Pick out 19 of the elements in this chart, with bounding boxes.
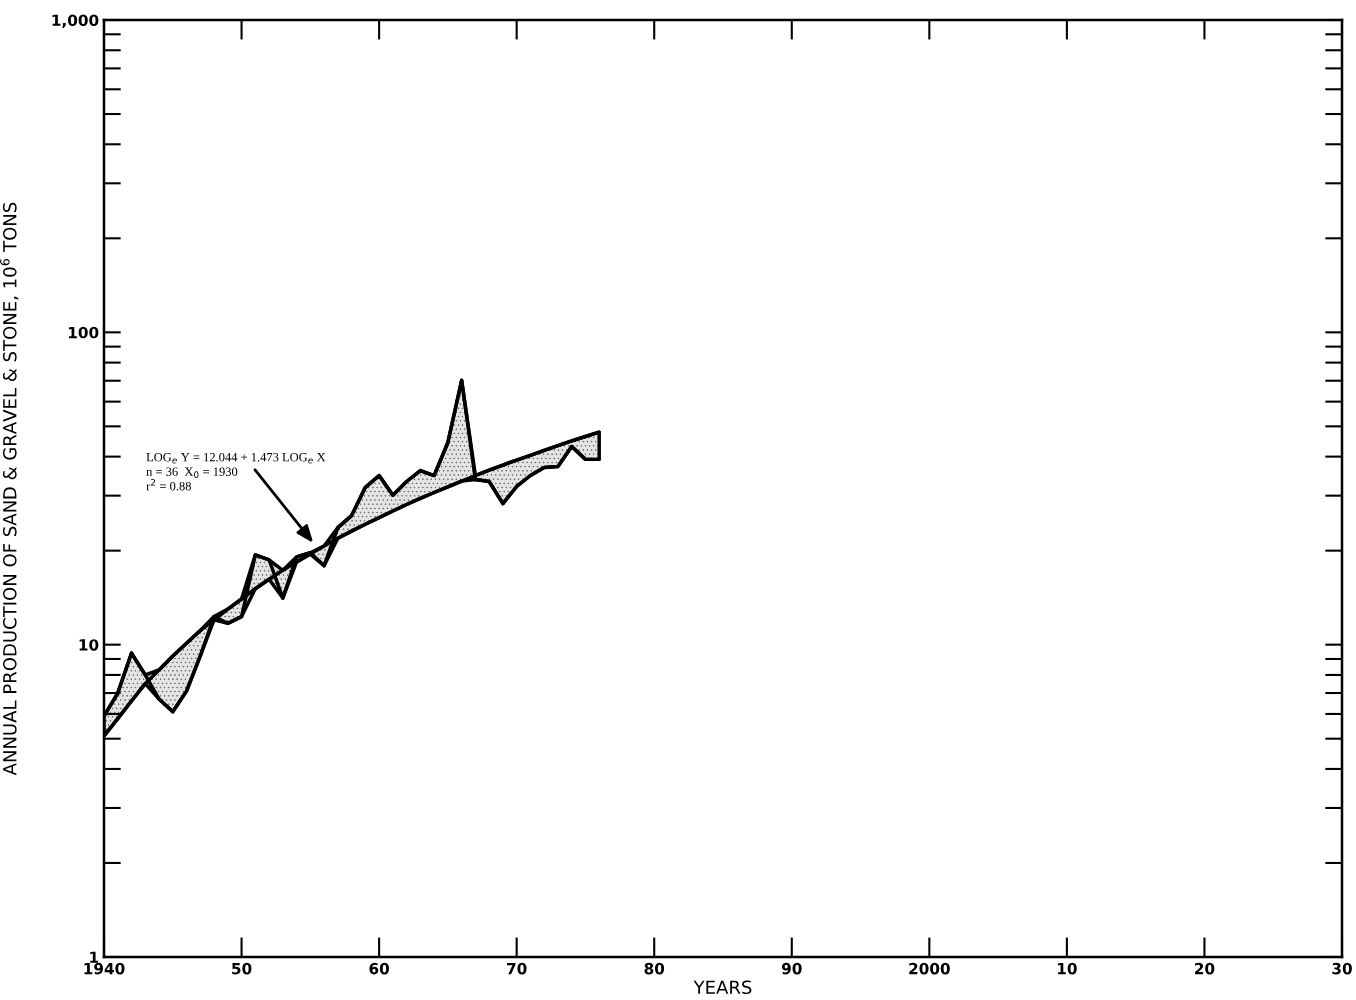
x-tick-label: 50 [232, 962, 252, 975]
x-tick-label: 60 [369, 962, 390, 975]
y-tick-label: 100 [68, 326, 99, 339]
annotation: LOG$_{e}$ Y = 12.044 + 1.473 LOG$_{e}$ X [146, 452, 326, 464]
x-tick-label: 20 [1195, 962, 1215, 975]
x-axis-title: YEARS [693, 980, 752, 995]
annotation: n = 36 X$_{0}$ = 1930 [146, 467, 238, 478]
x-tick-label: 10 [1057, 962, 1077, 975]
annotation: r$^{2}$ = 0.88 [146, 479, 191, 491]
x-tick-label: 80 [644, 962, 665, 975]
y-tick-label: 1,000 [52, 14, 99, 28]
x-tick-label: 1940 [84, 962, 125, 975]
y-tick-label: 10 [79, 639, 99, 651]
x-tick-label: 90 [781, 962, 802, 975]
x-tick-label: 30 [1332, 962, 1352, 975]
x-tick-label: 70 [507, 962, 527, 975]
x-tick-label: 2000 [909, 962, 950, 975]
y-tick-label: 1 [90, 951, 99, 963]
y-axis-title: ANNUAL PRODUCTION OF SAND & GRAVEL & STONE, 10$^{6}$ TONS [0, 202, 19, 776]
